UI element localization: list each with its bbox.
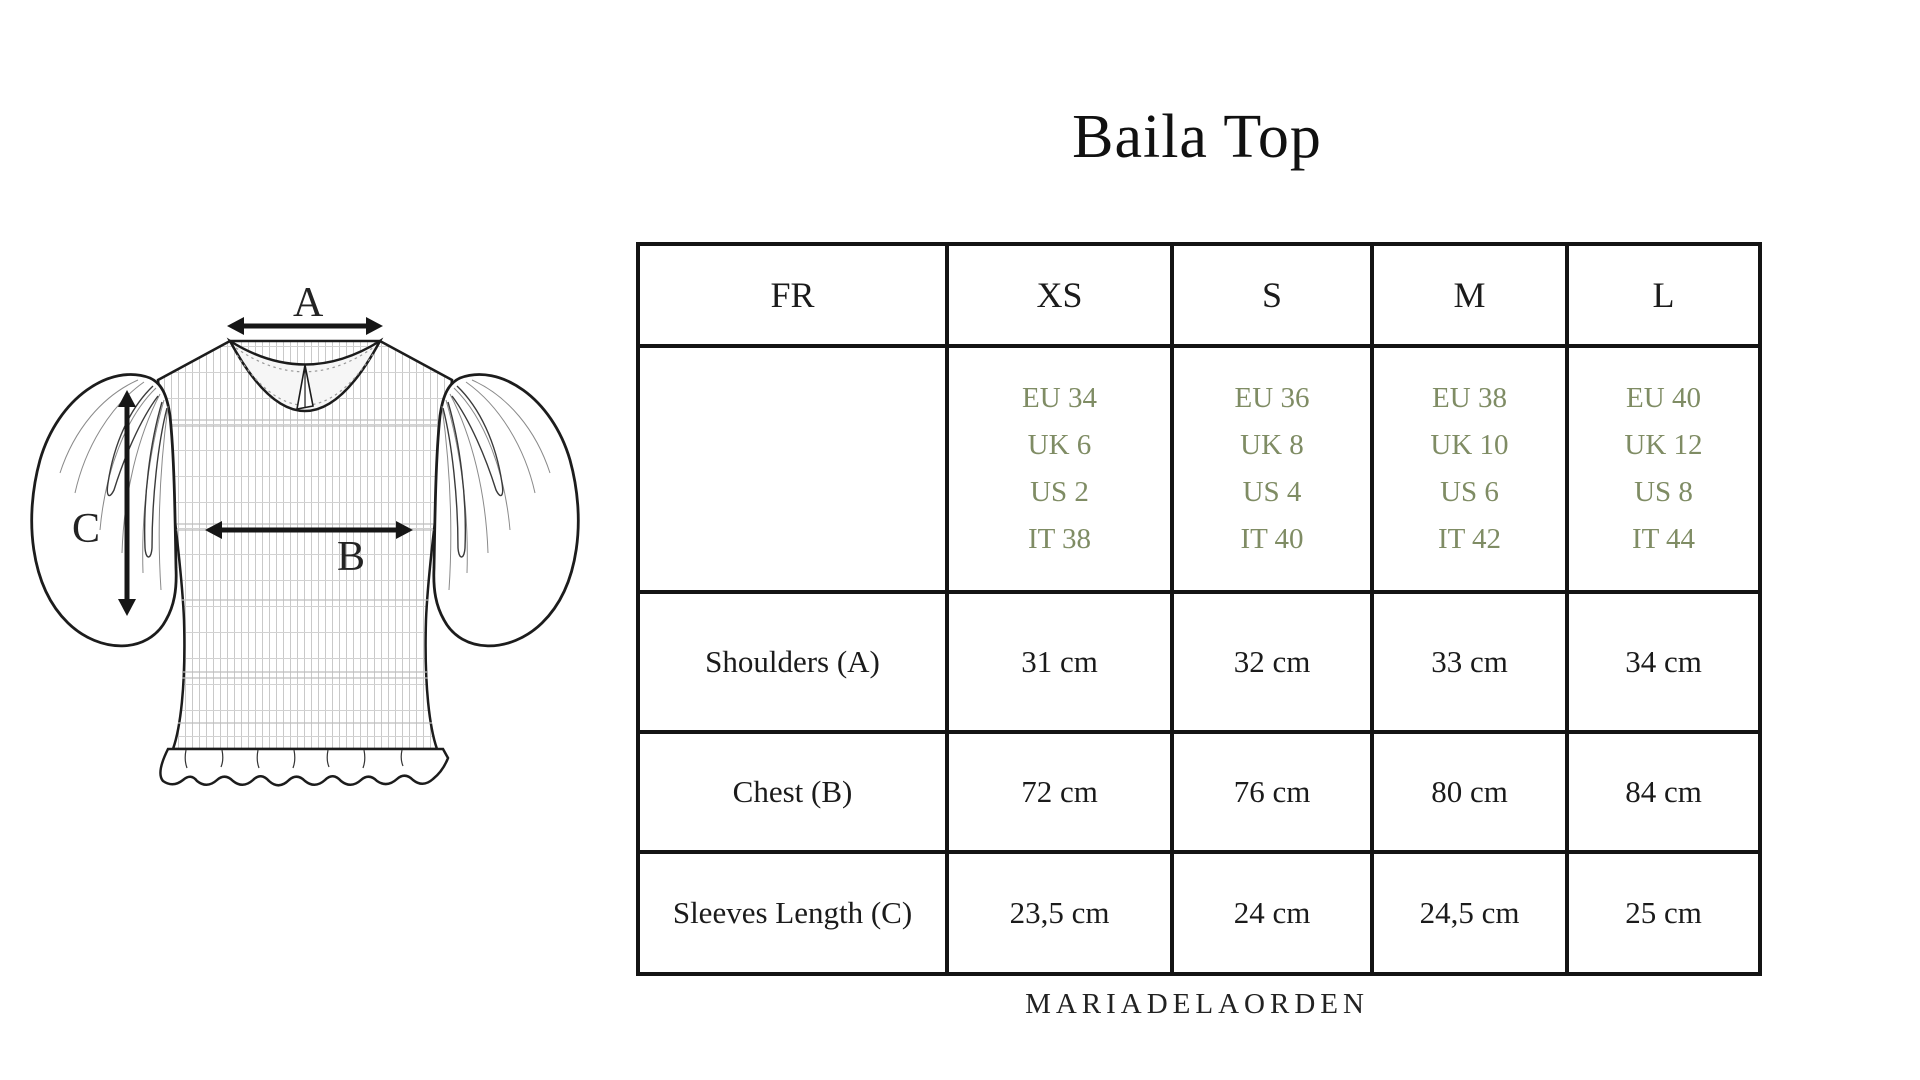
chest-xs: 72 cm	[945, 730, 1174, 854]
left-sleeve	[30, 373, 178, 648]
sleeves-s: 24 cm	[1170, 850, 1374, 976]
measure-label-c: C	[72, 506, 100, 552]
sleeves-row: Sleeves Length (C) 23,5 cm 24 cm 24,5 cm…	[636, 850, 1762, 976]
neckline	[226, 337, 384, 413]
measure-label-b: B	[337, 534, 365, 580]
conversion-l: EU 40 UK 12 US 8 IT 44	[1565, 344, 1762, 594]
header-fr: FR	[636, 242, 949, 348]
chest-row: Chest (B) 72 cm 76 cm 80 cm 84 cm	[636, 730, 1762, 854]
shoulders-label: Shoulders (A)	[636, 590, 949, 734]
measure-arrow-c	[118, 390, 136, 616]
header-s: S	[1170, 242, 1374, 348]
ruffle-gathers	[184, 749, 404, 769]
conversion-m: EU 38 UK 10 US 6 IT 42	[1370, 344, 1569, 594]
brand-name: MARIADELAORDEN	[1025, 988, 1369, 1020]
shoulders-l: 34 cm	[1565, 590, 1762, 734]
chest-l: 84 cm	[1565, 730, 1762, 854]
shoulders-s: 32 cm	[1170, 590, 1374, 734]
measure-label-a: A	[293, 280, 324, 326]
page-title: Baila Top	[1072, 103, 1322, 171]
header-xs: XS	[945, 242, 1174, 348]
conversion-s: EU 36 UK 8 US 4 IT 40	[1170, 344, 1374, 594]
sleeves-l: 25 cm	[1565, 850, 1762, 976]
sleeves-label: Sleeves Length (C)	[636, 850, 949, 976]
chest-s: 76 cm	[1170, 730, 1374, 854]
chest-label: Chest (B)	[636, 730, 949, 854]
header-m: M	[1370, 242, 1569, 348]
size-conversion-row: EU 34 UK 6 US 2 IT 38 EU 36 UK 8 US 4 IT…	[636, 344, 1762, 594]
conversion-xs: EU 34 UK 6 US 2 IT 38	[945, 344, 1174, 594]
size-table: FR XS S M L EU 34 UK 6 US 2 IT 38 EU 36 …	[636, 242, 1762, 976]
measure-arrow-a	[227, 317, 383, 335]
sleeves-m: 24,5 cm	[1370, 850, 1569, 976]
measure-arrow-b	[205, 521, 413, 539]
shoulders-m: 33 cm	[1370, 590, 1569, 734]
right-sleeve	[432, 373, 580, 648]
shoulders-xs: 31 cm	[945, 590, 1174, 734]
conversion-empty-cell	[636, 344, 949, 594]
hem-ruffle	[159, 747, 450, 787]
garment-illustration: A B C	[30, 280, 580, 787]
header-l: L	[1565, 242, 1762, 348]
sleeves-xs: 23,5 cm	[945, 850, 1174, 976]
shoulders-row: Shoulders (A) 31 cm 32 cm 33 cm 34 cm	[636, 590, 1762, 734]
size-table-header-row: FR XS S M L	[636, 242, 1762, 348]
chest-m: 80 cm	[1370, 730, 1569, 854]
